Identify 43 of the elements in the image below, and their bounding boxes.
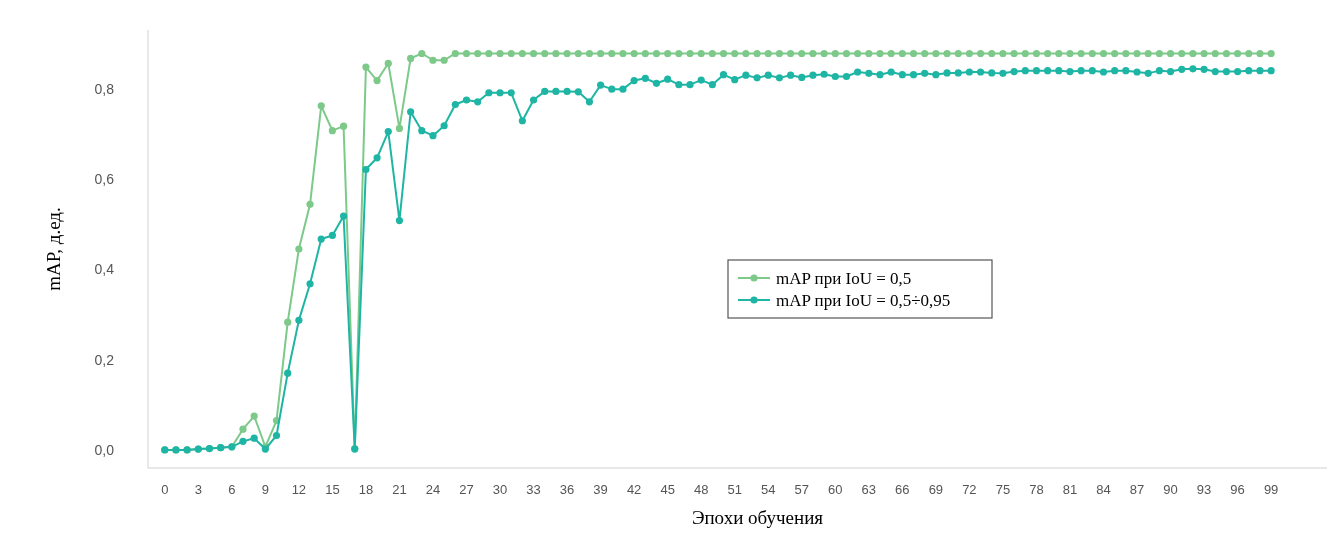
x-tick-label: 42 <box>626 482 642 497</box>
x-tick-label: 30 <box>492 482 508 497</box>
x-tick-label: 24 <box>425 482 441 497</box>
x-tick-label: 69 <box>928 482 944 497</box>
x-tick-label: 48 <box>693 482 709 497</box>
x-tick-label: 15 <box>325 482 340 497</box>
x-tick-label: 36 <box>559 482 575 497</box>
y-tick-label: 0,6 <box>94 170 115 187</box>
x-tick-label: 96 <box>1230 482 1245 497</box>
y-tick-label: 0,8 <box>94 80 115 97</box>
x-tick-label: 3 <box>194 482 202 497</box>
x-tick-label: 72 <box>962 482 977 497</box>
x-tick-label: 51 <box>727 482 742 497</box>
x-axis-title: Эпохи обучения <box>691 507 824 528</box>
x-tick-label: 93 <box>1196 482 1212 497</box>
x-tick-label: 84 <box>1096 482 1111 497</box>
x-tick-label: 90 <box>1163 482 1178 497</box>
x-tick-label: 81 <box>1062 482 1078 497</box>
y-axis-title: mAP, д.ед. <box>43 207 64 291</box>
x-tick-label: 18 <box>358 482 374 497</box>
x-tick-label: 78 <box>1029 482 1044 497</box>
legend-label: mAP при IoU = 0,5÷0,95 <box>776 290 951 310</box>
x-tick-label: 60 <box>828 482 843 497</box>
x-tick-label: 66 <box>895 482 910 497</box>
x-tick-label: 6 <box>228 482 236 497</box>
x-tick-label: 54 <box>761 482 776 497</box>
x-tick-label: 57 <box>794 482 809 497</box>
y-tick-label: 0,0 <box>94 441 115 458</box>
x-tick-label: 12 <box>291 482 307 497</box>
x-tick-label: 33 <box>526 482 541 497</box>
x-tick-label: 63 <box>861 482 877 497</box>
legend-label: mAP при IoU = 0,5 <box>776 268 912 288</box>
y-tick-label: 0,2 <box>94 351 115 368</box>
x-tick-label: 27 <box>459 482 474 497</box>
x-tick-label: 39 <box>593 482 608 497</box>
x-tick-label: 45 <box>660 482 675 497</box>
x-tick-label: 9 <box>261 482 269 497</box>
x-tick-label: 99 <box>1263 482 1279 497</box>
x-tick-label: 21 <box>392 482 407 497</box>
x-tick-label: 0 <box>161 482 169 497</box>
y-tick-label: 0,4 <box>94 261 115 278</box>
x-tick-label: 87 <box>1129 482 1145 497</box>
x-tick-label: 75 <box>995 482 1011 497</box>
